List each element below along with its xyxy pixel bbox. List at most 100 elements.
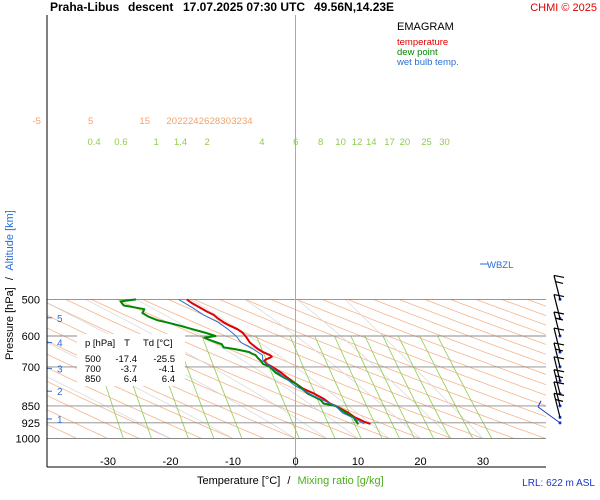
- dry-adiabat: [91, 299, 421, 439]
- y-tick-label: 1000: [16, 434, 40, 446]
- moist-adiabat: [296, 299, 453, 439]
- theta-label: 32: [231, 116, 242, 127]
- y-axis-label-pressure: Pressure [hPa]: [4, 287, 16, 360]
- wind-barb-flag: [554, 317, 564, 321]
- mixing-ratio-label: 10: [335, 137, 346, 148]
- theta-label: 34: [242, 116, 253, 127]
- theta-label: -5: [32, 116, 40, 127]
- altitude-label: 5: [57, 314, 63, 325]
- moist-adiabat: [85, 299, 327, 439]
- wind-barb-flag: [553, 274, 565, 279]
- dry-adiabat: [244, 299, 546, 418]
- table-cell: -3.7: [121, 364, 137, 375]
- dry-adiabat: [424, 299, 546, 345]
- table-cell: -4.1: [159, 364, 175, 375]
- dry-adiabat: [47, 314, 327, 439]
- x-tick-label: 20: [414, 456, 426, 468]
- legend-item-temperature: temperature: [397, 37, 448, 48]
- mixing-ratio-label: 8: [318, 137, 323, 148]
- x-tick-label: -20: [163, 456, 179, 468]
- wind-barb-flag: [553, 342, 565, 346]
- mixing-ratio-label: 6: [293, 137, 298, 148]
- wind-barb-flag: [554, 398, 564, 402]
- legend-item-wet-bulb: wet bulb temp.: [396, 57, 459, 68]
- x-tick-label: 10: [352, 456, 364, 468]
- table-header-td: Td [°C]: [143, 338, 173, 349]
- wbzl-label: WBZL: [487, 260, 513, 271]
- wind-barb-staff: [553, 393, 561, 418]
- header-station: Praha-Libus: [50, 0, 120, 14]
- table-row: 850 6.4 6.4: [85, 374, 175, 385]
- y-tick-label: 850: [22, 401, 40, 413]
- altitude-label: 3: [57, 364, 63, 375]
- wind-barb: [553, 327, 565, 354]
- plot-area: [47, 15, 546, 467]
- table-cell: 6.4: [124, 374, 137, 385]
- moist-adiabat: [47, 302, 296, 439]
- wind-barb: [553, 342, 565, 369]
- mixing-ratio-line: [437, 335, 493, 439]
- table-header-p: p [hPa]: [85, 338, 115, 349]
- wind-barbs: [537, 274, 565, 425]
- dry-adiabat: [321, 299, 546, 386]
- header-coords: 49.56N,14.23E: [314, 0, 394, 14]
- wind-barb-flag: [553, 356, 565, 360]
- wind-barb-flag: [554, 280, 564, 285]
- mixing-ratio-line: [334, 335, 383, 439]
- mixing-ratio-label: 30: [439, 137, 450, 148]
- dry-adiabat: [47, 394, 140, 439]
- x-axis-label-temperature: Temperature [°C]: [197, 475, 280, 487]
- dry-adiabat: [373, 299, 546, 365]
- mixing-ratio-line: [364, 335, 415, 439]
- mixing-ratio-line: [382, 335, 435, 439]
- dry-adiabat: [450, 299, 546, 336]
- wind-barb-flag: [553, 327, 565, 331]
- altitude-label: 4: [57, 339, 63, 350]
- table-cell: 500: [85, 354, 101, 365]
- y-axis-label-sep: /: [4, 276, 16, 280]
- dry-adiabat: [347, 299, 546, 375]
- dry-adiabats: [47, 299, 546, 439]
- dry-adiabat: [296, 299, 546, 396]
- header-mode: descent: [128, 0, 173, 14]
- table-cell: 6.4: [162, 374, 175, 385]
- mixing-ratio-line: [350, 335, 400, 439]
- dry-adiabat: [142, 299, 484, 439]
- mixing-ratio-label: 4: [259, 137, 264, 148]
- wind-barb-flag: [553, 381, 565, 385]
- mixing-ratio-label: 25: [421, 137, 432, 148]
- wind-barb-flag: [553, 293, 565, 298]
- wind-barb-staff: [537, 406, 561, 424]
- mixing-ratio-label: 0.6: [114, 137, 127, 148]
- wind-barb-flag: [537, 400, 542, 408]
- wind-barb: [553, 392, 565, 419]
- theta-label: 30: [220, 116, 231, 127]
- wind-barb-staff: [553, 369, 561, 394]
- altitude-label: 1: [57, 415, 63, 426]
- profile-series: [119, 298, 371, 425]
- dry-adiabat: [47, 367, 202, 439]
- x-tick-label: -10: [225, 456, 241, 468]
- table-cell: 700: [85, 364, 101, 375]
- x-axis-label: Temperature [°C] / Mixing ratio [g/kg]: [197, 475, 384, 487]
- y-tick-label: 500: [22, 294, 40, 306]
- mixing-ratio-label: 2: [205, 137, 210, 148]
- grid-labels: 0.4 0.6 1 1.4 2 4 6 8 10 12 14 17 20 25 30-5 5 15 20 22 24 2…: [16, 116, 490, 468]
- mixing-ratio-label: 17: [384, 137, 395, 148]
- dry-adiabat: [219, 299, 546, 428]
- wind-barb-flag: [553, 369, 565, 373]
- wind-barb-flag: [554, 375, 564, 379]
- dry-adiabat: [270, 299, 546, 407]
- x-tick-label: -30: [100, 456, 116, 468]
- legend-title: EMAGRAM: [397, 21, 454, 33]
- wind-barb-flag: [554, 348, 564, 352]
- mixing-ratio-line: [397, 335, 451, 439]
- wind-barb: [553, 311, 565, 338]
- y-tick-label: 700: [22, 362, 40, 374]
- y-tick-label: 600: [22, 331, 40, 343]
- y-axis-label: Pressure [hPa] / Altitude [km]: [4, 210, 16, 360]
- table-cell: -17.4: [115, 354, 137, 365]
- mixing-ratio-label: 20: [400, 137, 411, 148]
- theta-label: 26: [199, 116, 210, 127]
- wind-barb-staff: [553, 327, 561, 353]
